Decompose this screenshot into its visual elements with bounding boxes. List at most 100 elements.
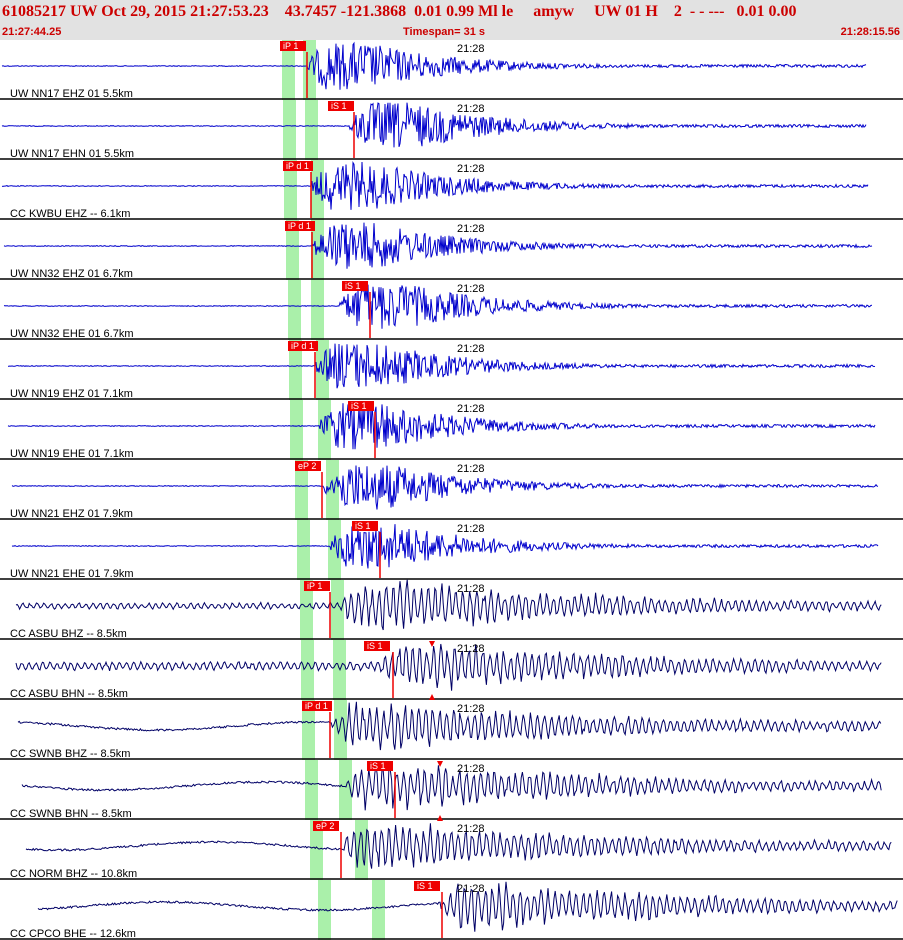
station-label: UW NN21 EHE 01 7.9km: [10, 568, 133, 580]
phase-pick-flag[interactable]: [414, 881, 440, 891]
phase-pick-flag[interactable]: [280, 41, 306, 51]
trace-row[interactable]: iS 1 21:28 UW NN32 EHE 01 6.7km: [0, 281, 903, 340]
waveform: [11, 465, 879, 510]
trace-row[interactable]: eP 2 21:28 CC NORM BHZ -- 10.8km: [0, 821, 903, 880]
trace-row[interactable]: iS 1 21:28 CC SWNB BHN -- 8.5km: [0, 761, 903, 820]
amplitude-marker-icon: [429, 694, 435, 700]
phase-pick-flag[interactable]: [352, 521, 378, 531]
trace-row[interactable]: iP 1 21:28 UW NN17 EHZ 01 5.5km: [0, 41, 903, 100]
s-window: [331, 580, 344, 640]
waveform: [17, 701, 882, 751]
waveform: [1, 41, 867, 90]
trace-row[interactable]: iP 1 21:28 CC ASBU BHZ -- 8.5km: [0, 579, 903, 640]
waveform: [21, 761, 882, 811]
p-window: [286, 220, 299, 280]
trace-row[interactable]: iS 1 21:28 UW NN21 EHE 01 7.9km: [0, 521, 903, 580]
waveform: [8, 343, 876, 389]
phase-pick-flag[interactable]: [302, 701, 332, 711]
end-time: 21:28:15.56: [840, 26, 900, 38]
phase-pick-flag[interactable]: [288, 341, 318, 351]
phase-pick-label: iP d 1: [305, 701, 328, 711]
p-window: [283, 100, 296, 160]
trace-row[interactable]: iS 1 21:28 UW NN19 EHE 01 7.1km: [0, 401, 903, 460]
trace-row[interactable]: iP d 1 21:28 UW NN19 EHZ 01 7.1km: [0, 341, 903, 400]
trace-time-label: 21:28: [457, 523, 485, 535]
station-label: CC NORM BHZ -- 10.8km: [10, 868, 137, 880]
phase-pick-label: eP 2: [316, 821, 334, 831]
phase-pick-flag[interactable]: [285, 221, 315, 231]
phase-pick-flag[interactable]: [364, 641, 390, 651]
p-window: [295, 460, 308, 520]
phase-pick-label: iP 1: [307, 581, 322, 591]
station-label: UW NN32 EHE 01 6.7km: [10, 328, 133, 340]
station-label: CC CPCO BHE -- 12.6km: [10, 928, 136, 940]
station-label: UW NN32 EHZ 01 6.7km: [10, 268, 133, 280]
phase-pick-flag[interactable]: [328, 101, 354, 111]
amplitude-marker-icon: [437, 815, 443, 821]
phase-pick-label: iS 1: [331, 101, 347, 111]
s-window: [326, 460, 339, 520]
p-window: [301, 640, 314, 700]
phase-pick-flag[interactable]: [313, 821, 339, 831]
s-window: [355, 820, 368, 880]
phase-pick-label: eP 2: [298, 461, 316, 471]
trace-time-label: 21:28: [457, 43, 485, 55]
waveform: [37, 881, 898, 932]
station-label: CC ASBU BHZ -- 8.5km: [10, 628, 127, 640]
s-window: [339, 760, 352, 820]
p-window: [289, 340, 302, 400]
station-label: CC SWNB BHN -- 8.5km: [10, 808, 132, 820]
trace-row[interactable]: iP d 1 21:28 CC KWBU EHZ -- 6.1km: [0, 161, 903, 220]
phase-pick-flag[interactable]: [367, 761, 393, 771]
station-label: CC ASBU BHN -- 8.5km: [10, 688, 128, 700]
trace-row[interactable]: eP 2 21:28 UW NN21 EHZ 01 7.9km: [0, 461, 903, 520]
s-window: [305, 100, 318, 160]
waveform: [25, 823, 892, 869]
phase-pick-label: iP d 1: [291, 341, 314, 351]
p-window: [305, 760, 318, 820]
station-label: UW NN19 EHE 01 7.1km: [10, 448, 133, 460]
waveform: [1, 161, 869, 210]
trace-row[interactable]: iP d 1 21:28 CC SWNB BHZ -- 8.5km: [0, 701, 903, 760]
p-window: [302, 700, 315, 760]
station-label: UW NN17 EHZ 01 5.5km: [10, 88, 133, 100]
station-label: CC KWBU EHZ -- 6.1km: [10, 208, 130, 220]
phase-pick-label: iS 1: [367, 641, 383, 651]
trace-time-label: 21:28: [457, 703, 485, 715]
trace-time-label: 21:28: [457, 643, 485, 655]
waveform: [15, 579, 882, 631]
phase-pick-flag[interactable]: [295, 461, 321, 471]
timespan-label: Timespan= 31 s: [403, 26, 486, 38]
phase-pick-label: iS 1: [351, 401, 367, 411]
phase-pick-label: iS 1: [355, 521, 371, 531]
waveform: [3, 222, 873, 269]
p-window: [297, 520, 310, 580]
amplitude-marker-icon: [437, 761, 443, 767]
trace-time-label: 21:28: [457, 763, 485, 775]
trace-row[interactable]: iS 1 21:28 CC CPCO BHE -- 12.6km: [0, 881, 903, 940]
p-window: [310, 820, 323, 880]
trace-row[interactable]: iP d 1 21:28 UW NN32 EHZ 01 6.7km: [0, 221, 903, 280]
trace-time-label: 21:28: [457, 463, 485, 475]
trace-row[interactable]: iS 1 21:28 CC ASBU BHN -- 8.5km: [0, 641, 903, 700]
event-header: 61085217 UW Oct 29, 2015 21:27:53.23 43.…: [0, 0, 903, 40]
p-window: [290, 400, 303, 460]
p-window: [288, 280, 301, 340]
phase-pick-flag[interactable]: [304, 581, 330, 591]
s-window: [372, 880, 385, 940]
phase-pick-flag[interactable]: [348, 401, 374, 411]
phase-pick-flag[interactable]: [283, 161, 313, 171]
station-label: UW NN17 EHN 01 5.5km: [10, 148, 134, 160]
trace-time-label: 21:28: [457, 823, 485, 835]
station-label: UW NN21 EHZ 01 7.9km: [10, 508, 133, 520]
trace-row[interactable]: iS 1 21:28 UW NN17 EHN 01 5.5km: [0, 101, 903, 160]
station-label: CC SWNB BHZ -- 8.5km: [10, 748, 130, 760]
waveform: [11, 524, 879, 569]
station-label: UW NN19 EHZ 01 7.1km: [10, 388, 133, 400]
phase-pick-flag[interactable]: [342, 281, 368, 291]
trace-time-label: 21:28: [457, 283, 485, 295]
s-window: [328, 520, 341, 580]
trace-time-label: 21:28: [457, 223, 485, 235]
